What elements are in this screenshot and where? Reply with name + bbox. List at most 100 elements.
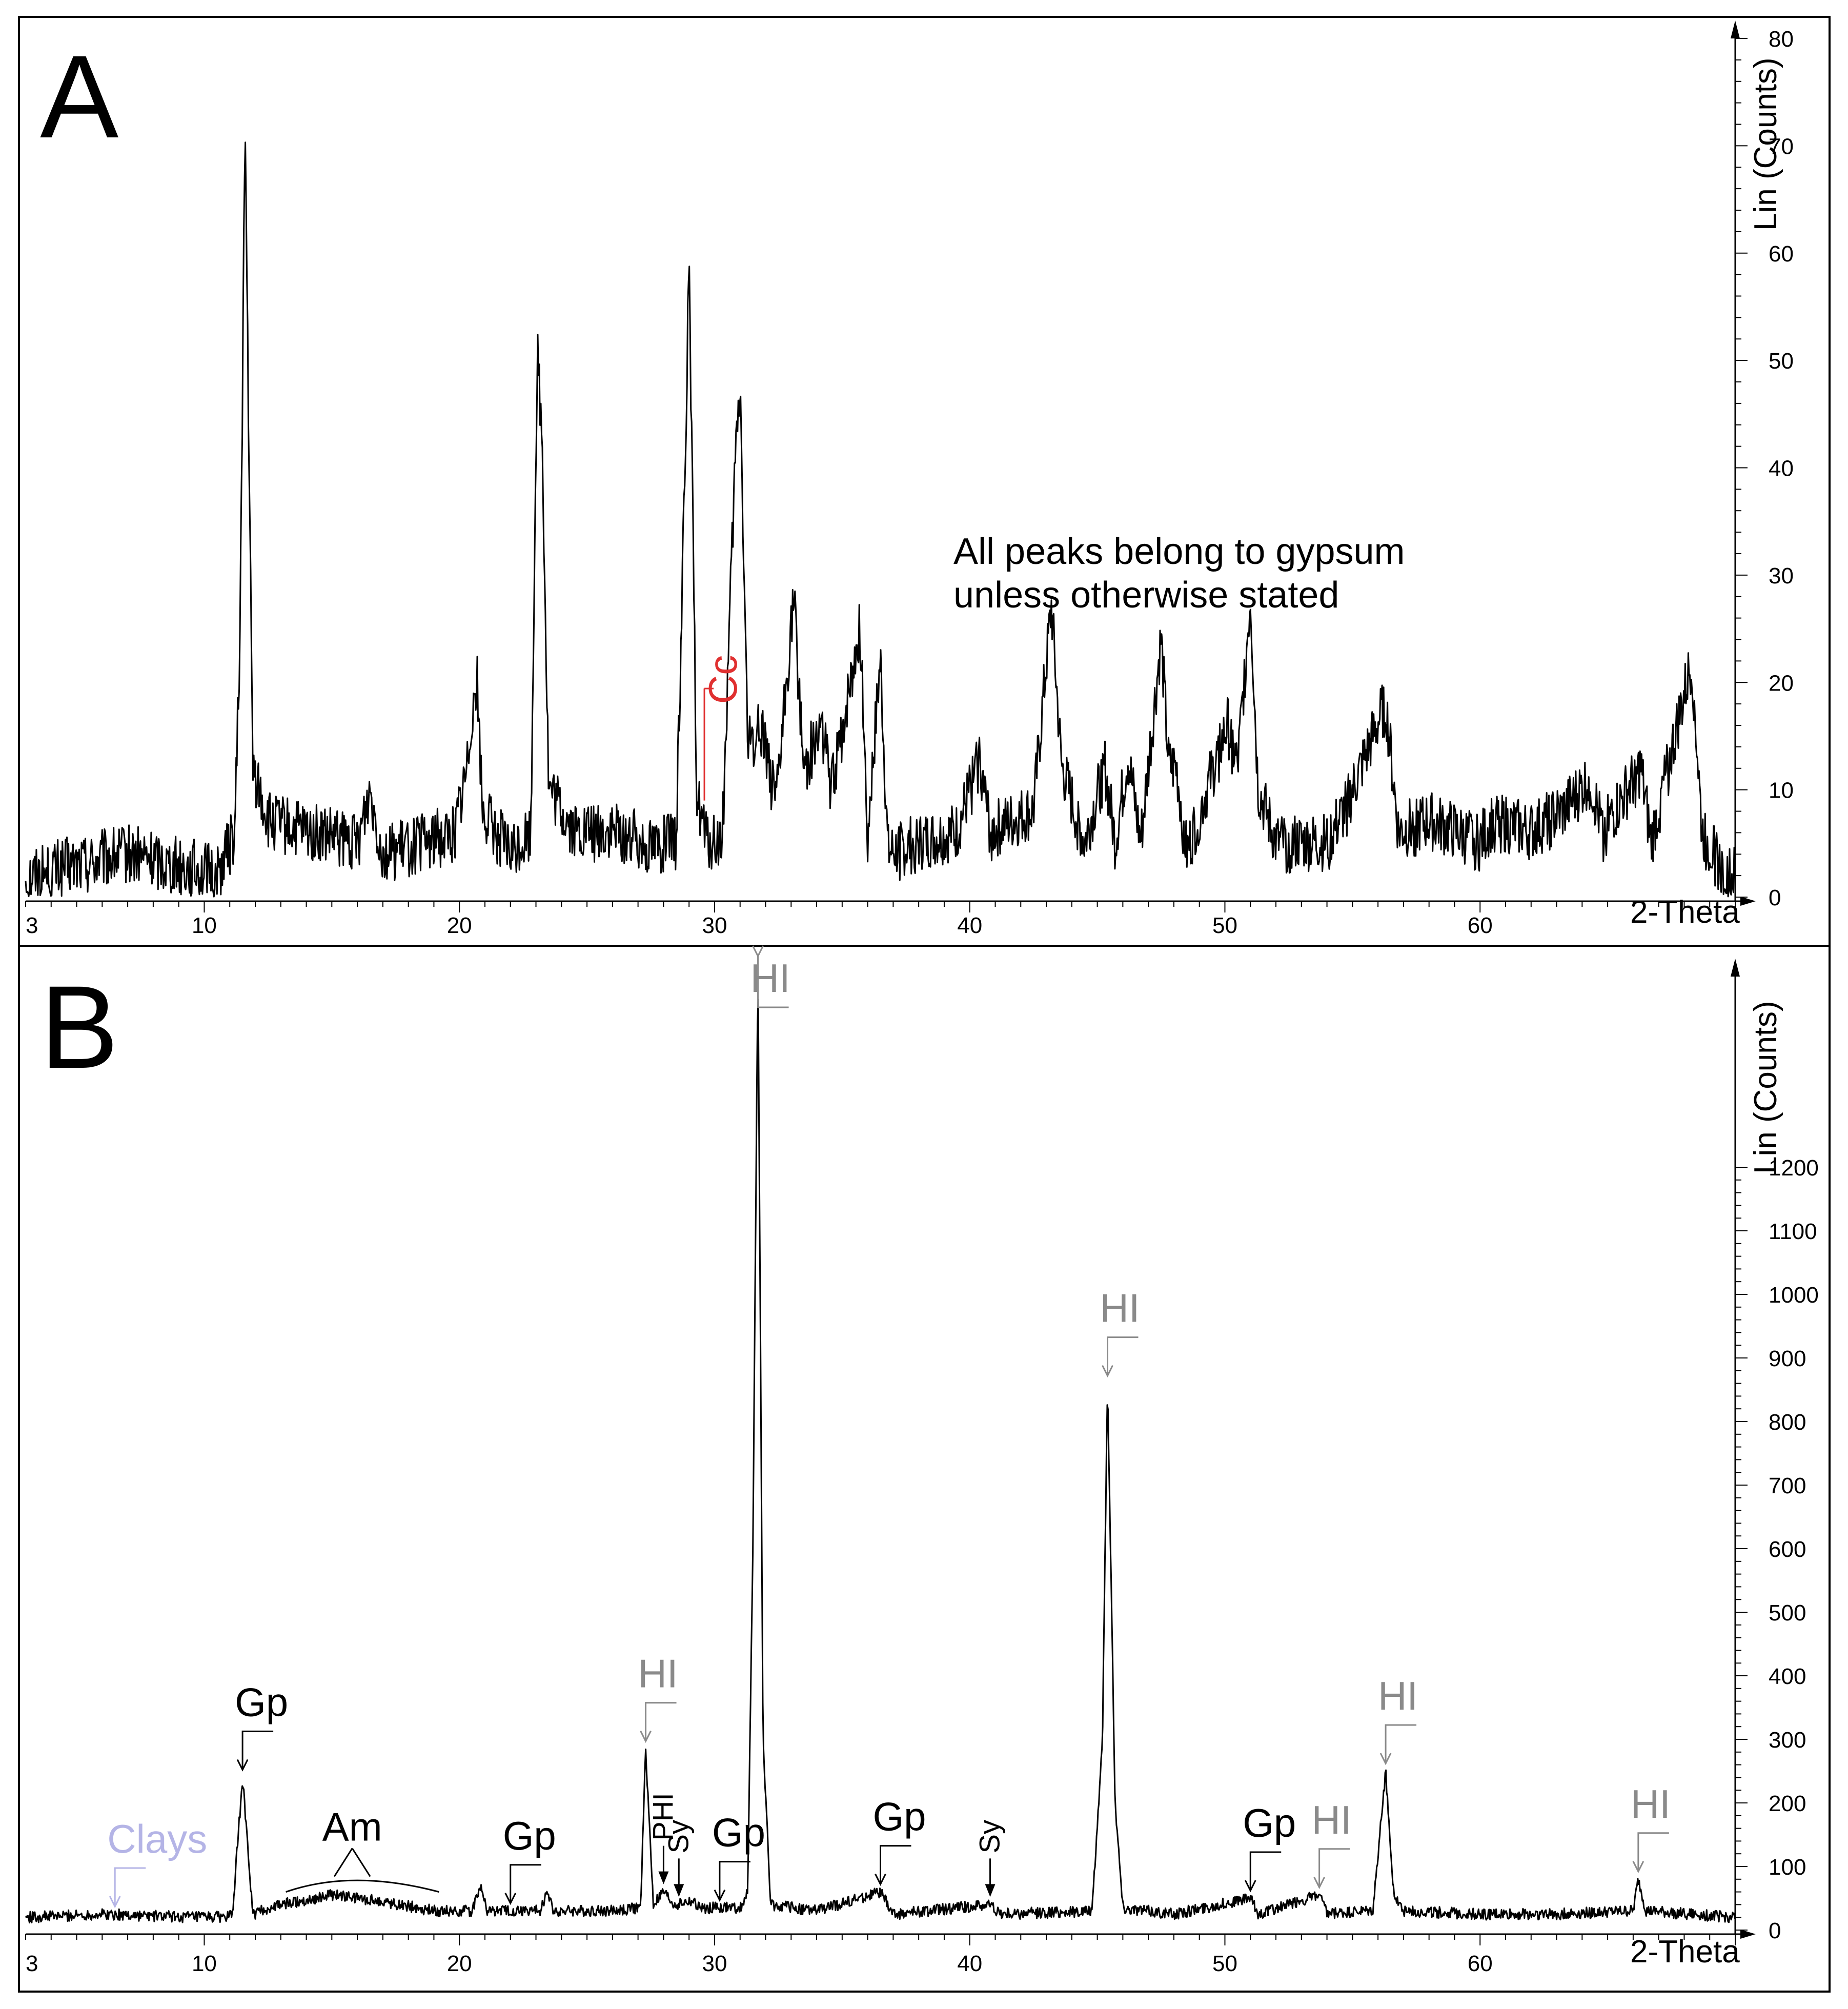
x-tick-label: 20 [447, 913, 472, 938]
annotation-arrow [1249, 1851, 1282, 1891]
annotation-arrow [510, 1864, 541, 1903]
annotation-arrowhead [1102, 1365, 1113, 1377]
annotation-arrow [114, 1867, 146, 1906]
panel-a-x-axis-title: 2-Theta [1630, 895, 1740, 930]
cc-label: Cc [700, 655, 745, 704]
annotation-gp-label: Gp [873, 1794, 926, 1839]
annotation-gp-label: Gp [712, 1810, 765, 1855]
x-tick-label: 50 [1212, 913, 1237, 938]
annotation-arrowhead [1379, 1753, 1392, 1766]
annotation-arrowhead [1313, 1877, 1325, 1890]
panel-a: A All peaks belong to gypsum unless othe… [25, 21, 1794, 938]
y-tick-label: 1100 [1769, 1219, 1817, 1244]
x-axis-arrow [1740, 1930, 1756, 1939]
annotation-arrow [645, 1702, 677, 1741]
panel-a-y-axis-title: Lin (Counts) [1748, 57, 1783, 231]
panel-a-letter: A [40, 31, 118, 163]
annotation-hi-label: HI [750, 956, 790, 1001]
annotation-arrow [880, 1845, 911, 1884]
annotation-clays-label: Clays [107, 1816, 207, 1861]
x-tick-label: 3 [26, 1951, 38, 1976]
figure-frame [18, 16, 1831, 1993]
diffractogram-trace [25, 999, 1736, 1924]
y-tick-label: 700 [1769, 1473, 1806, 1498]
y-tick-label: 10 [1769, 778, 1794, 803]
y-tick-label: 400 [1769, 1664, 1806, 1689]
annotation-arrow [1637, 1832, 1669, 1872]
y-tick-label: 1200 [1769, 1155, 1819, 1181]
panel-b-y-axis-title: Lin (Counts) [1748, 1001, 1783, 1174]
y-tick-label: 200 [1769, 1791, 1806, 1816]
y-tick-label: 500 [1769, 1600, 1806, 1626]
panel-a-note-line-1: All peaks belong to gypsum [953, 531, 1405, 572]
y-tick-label: 50 [1769, 349, 1794, 374]
annotation-arrowhead [640, 1730, 652, 1743]
y-tick-label: 30 [1769, 563, 1794, 589]
y-tick-label: 0 [1769, 885, 1781, 910]
y-tick-label: 20 [1769, 671, 1794, 696]
panel-a-note-line-2: unless otherwise stated [953, 575, 1339, 616]
y-tick-label: 1000 [1769, 1283, 1819, 1308]
x-tick-label: 10 [192, 913, 217, 938]
x-tick-label: 40 [957, 1951, 982, 1976]
annotation-arrowhead [714, 1889, 726, 1902]
y-axis-arrow [1731, 959, 1740, 977]
diffractogram-trace [25, 141, 1736, 898]
annotation-gp-label: Gp [1243, 1800, 1296, 1845]
annotation-arrowhead [1244, 1880, 1256, 1893]
x-tick-label: 20 [447, 1951, 472, 1976]
y-tick-label: 0 [1769, 1918, 1781, 1943]
annotation-arrow [1385, 1724, 1417, 1763]
y-tick-label: 600 [1769, 1537, 1806, 1562]
annotation-arrow [333, 1848, 353, 1877]
annotation-am-label: Am [322, 1804, 382, 1850]
x-axis-arrow [1740, 897, 1756, 906]
amorphous-hump-arc [286, 1879, 439, 1893]
panel-b-letter: B [40, 961, 118, 1093]
annotation-arrow [719, 1861, 750, 1900]
y-tick-label: 70 [1769, 134, 1794, 159]
x-tick-label: 50 [1212, 1951, 1237, 1976]
annotation-phi-label: PHI [646, 1793, 679, 1840]
x-tick-label: 3 [26, 913, 38, 938]
annotation-hi-label: HI [1312, 1797, 1352, 1842]
annotation-arrow [351, 1848, 371, 1877]
annotation-arrowhead [109, 1896, 121, 1909]
annotation-arrowhead [674, 1884, 684, 1897]
panel-b-x-axis-title: 2-Theta [1630, 1934, 1740, 1970]
annotation-hi-label: HI [1100, 1286, 1140, 1331]
annotation-arrowhead [985, 1884, 996, 1897]
annotation-hi-label: HI [1631, 1781, 1671, 1827]
annotation-sy-label: Sy [662, 1820, 694, 1853]
x-tick-label: 60 [1468, 1951, 1493, 1976]
panel-a-plot: 3 10 20 30 40 50 60 0 10 20 30 40 50 60 70 80 Cc [25, 21, 1794, 938]
x-tick-label: 40 [957, 913, 982, 938]
annotation-arrow [1107, 1336, 1139, 1376]
x-tick-label: 30 [702, 913, 727, 938]
y-tick-label: 40 [1769, 456, 1794, 481]
annotation-arrow [1318, 1848, 1350, 1888]
y-tick-label: 80 [1769, 27, 1794, 52]
annotation-arrow [241, 1730, 274, 1770]
x-tick-label: 60 [1468, 913, 1493, 938]
annotation-arrowhead [504, 1893, 517, 1905]
y-tick-label: 100 [1769, 1855, 1806, 1880]
annotation-hi-label: HI [1378, 1673, 1418, 1718]
annotation-arrowhead [1632, 1861, 1644, 1874]
y-tick-label: 300 [1769, 1728, 1806, 1753]
annotation-gp-label: Gp [235, 1679, 288, 1724]
panel-b-plot: 3 10 20 30 40 50 60010020030040050060070080090… [25, 945, 1819, 1976]
annotation-arrow [757, 956, 789, 1008]
y-tick-label: 900 [1769, 1346, 1806, 1371]
annotation-hi-label: HI [638, 1651, 678, 1696]
annotation-arrowhead [658, 1871, 669, 1884]
annotation-arrowhead [236, 1759, 249, 1772]
annotation-arrowhead [875, 1873, 886, 1886]
annotation-sy-label: Sy [973, 1820, 1006, 1853]
y-tick-label: 800 [1769, 1410, 1806, 1435]
x-tick-label: 30 [702, 1951, 727, 1976]
annotation-arrowhead [752, 945, 764, 958]
y-axis-arrow [1731, 21, 1740, 38]
x-tick-label: 10 [192, 1951, 217, 1976]
